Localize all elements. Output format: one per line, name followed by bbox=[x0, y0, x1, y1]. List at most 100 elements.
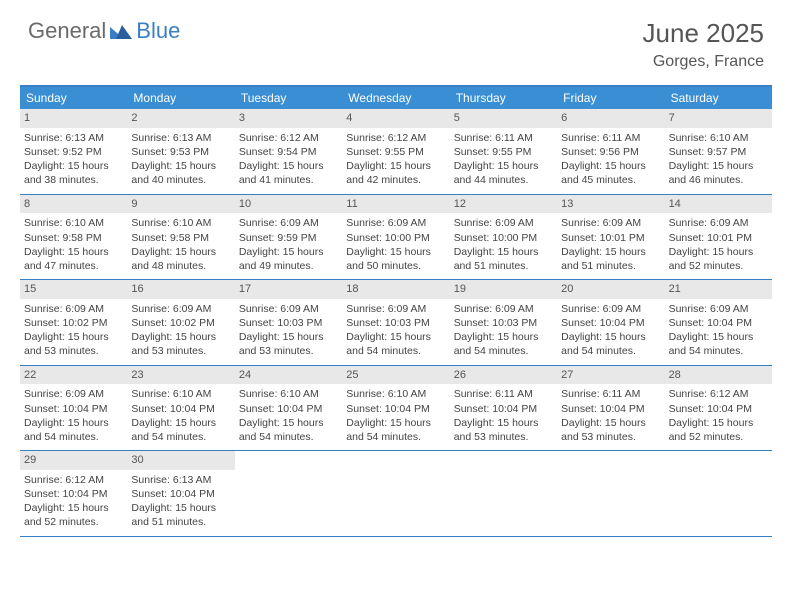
sunset-text: Sunset: 10:03 PM bbox=[346, 316, 445, 330]
header: General Blue June 2025 Gorges, France bbox=[0, 0, 792, 79]
sunset-text: Sunset: 10:00 PM bbox=[454, 231, 553, 245]
weekday-sunday: Sunday bbox=[20, 87, 127, 109]
daylight-text: Daylight: 15 hours and 51 minutes. bbox=[131, 501, 230, 529]
day-number: 10 bbox=[235, 195, 342, 214]
sunrise-text: Sunrise: 6:09 AM bbox=[669, 216, 768, 230]
sunrise-text: Sunrise: 6:10 AM bbox=[346, 387, 445, 401]
daylight-text: Daylight: 15 hours and 54 minutes. bbox=[24, 416, 123, 444]
day-cell: 7Sunrise: 6:10 AMSunset: 9:57 PMDaylight… bbox=[665, 109, 772, 194]
sunrise-text: Sunrise: 6:13 AM bbox=[24, 131, 123, 145]
calendar: Sunday Monday Tuesday Wednesday Thursday… bbox=[20, 85, 772, 537]
sunrise-text: Sunrise: 6:09 AM bbox=[346, 216, 445, 230]
day-number: 18 bbox=[342, 280, 449, 299]
sunrise-text: Sunrise: 6:10 AM bbox=[24, 216, 123, 230]
daylight-text: Daylight: 15 hours and 54 minutes. bbox=[454, 330, 553, 358]
sunrise-text: Sunrise: 6:10 AM bbox=[131, 216, 230, 230]
day-cell: 22Sunrise: 6:09 AMSunset: 10:04 PMDaylig… bbox=[20, 366, 127, 451]
title-block: June 2025 Gorges, France bbox=[643, 18, 764, 71]
sunrise-text: Sunrise: 6:12 AM bbox=[24, 473, 123, 487]
daylight-text: Daylight: 15 hours and 53 minutes. bbox=[454, 416, 553, 444]
sunrise-text: Sunrise: 6:09 AM bbox=[346, 302, 445, 316]
sunset-text: Sunset: 10:03 PM bbox=[239, 316, 338, 330]
daylight-text: Daylight: 15 hours and 53 minutes. bbox=[24, 330, 123, 358]
empty-cell bbox=[450, 451, 557, 536]
daylight-text: Daylight: 15 hours and 54 minutes. bbox=[561, 330, 660, 358]
sunset-text: Sunset: 10:04 PM bbox=[454, 402, 553, 416]
day-cell: 15Sunrise: 6:09 AMSunset: 10:02 PMDaylig… bbox=[20, 280, 127, 365]
day-cell: 10Sunrise: 6:09 AMSunset: 9:59 PMDayligh… bbox=[235, 195, 342, 280]
sunset-text: Sunset: 9:52 PM bbox=[24, 145, 123, 159]
sunrise-text: Sunrise: 6:10 AM bbox=[239, 387, 338, 401]
day-number: 20 bbox=[557, 280, 664, 299]
sunset-text: Sunset: 9:55 PM bbox=[346, 145, 445, 159]
day-cell: 5Sunrise: 6:11 AMSunset: 9:55 PMDaylight… bbox=[450, 109, 557, 194]
sunset-text: Sunset: 10:03 PM bbox=[454, 316, 553, 330]
day-cell: 1Sunrise: 6:13 AMSunset: 9:52 PMDaylight… bbox=[20, 109, 127, 194]
day-number: 19 bbox=[450, 280, 557, 299]
day-number: 24 bbox=[235, 366, 342, 385]
weekday-thursday: Thursday bbox=[450, 87, 557, 109]
daylight-text: Daylight: 15 hours and 45 minutes. bbox=[561, 159, 660, 187]
sunset-text: Sunset: 10:04 PM bbox=[131, 402, 230, 416]
daylight-text: Daylight: 15 hours and 44 minutes. bbox=[454, 159, 553, 187]
sunset-text: Sunset: 10:04 PM bbox=[669, 316, 768, 330]
sunset-text: Sunset: 9:58 PM bbox=[131, 231, 230, 245]
day-number: 28 bbox=[665, 366, 772, 385]
sunrise-text: Sunrise: 6:12 AM bbox=[669, 387, 768, 401]
sunset-text: Sunset: 9:57 PM bbox=[669, 145, 768, 159]
day-number: 5 bbox=[450, 109, 557, 128]
daylight-text: Daylight: 15 hours and 50 minutes. bbox=[346, 245, 445, 273]
daylight-text: Daylight: 15 hours and 53 minutes. bbox=[131, 330, 230, 358]
daylight-text: Daylight: 15 hours and 42 minutes. bbox=[346, 159, 445, 187]
weeks-container: 1Sunrise: 6:13 AMSunset: 9:52 PMDaylight… bbox=[20, 109, 772, 537]
sunrise-text: Sunrise: 6:13 AM bbox=[131, 473, 230, 487]
daylight-text: Daylight: 15 hours and 38 minutes. bbox=[24, 159, 123, 187]
sunset-text: Sunset: 10:04 PM bbox=[131, 487, 230, 501]
day-cell: 25Sunrise: 6:10 AMSunset: 10:04 PMDaylig… bbox=[342, 366, 449, 451]
sunrise-text: Sunrise: 6:09 AM bbox=[239, 216, 338, 230]
daylight-text: Daylight: 15 hours and 52 minutes. bbox=[24, 501, 123, 529]
sunset-text: Sunset: 9:59 PM bbox=[239, 231, 338, 245]
day-cell: 9 Sunrise: 6:10 AMSunset: 9:58 PMDaylight… bbox=[127, 195, 234, 280]
daylight-text: Daylight: 15 hours and 51 minutes. bbox=[454, 245, 553, 273]
daylight-text: Daylight: 15 hours and 53 minutes. bbox=[561, 416, 660, 444]
day-number: 9 bbox=[127, 195, 234, 214]
sunrise-text: Sunrise: 6:12 AM bbox=[239, 131, 338, 145]
day-number: 7 bbox=[665, 109, 772, 128]
daylight-text: Daylight: 15 hours and 54 minutes. bbox=[346, 330, 445, 358]
sunset-text: Sunset: 10:02 PM bbox=[24, 316, 123, 330]
day-number: 17 bbox=[235, 280, 342, 299]
day-cell: 8Sunrise: 6:10 AMSunset: 9:58 PMDaylight… bbox=[20, 195, 127, 280]
day-number: 15 bbox=[20, 280, 127, 299]
day-cell: 19Sunrise: 6:09 AMSunset: 10:03 PMDaylig… bbox=[450, 280, 557, 365]
daylight-text: Daylight: 15 hours and 48 minutes. bbox=[131, 245, 230, 273]
weekday-monday: Monday bbox=[127, 87, 234, 109]
daylight-text: Daylight: 15 hours and 52 minutes. bbox=[669, 245, 768, 273]
sunset-text: Sunset: 9:58 PM bbox=[24, 231, 123, 245]
daylight-text: Daylight: 15 hours and 54 minutes. bbox=[346, 416, 445, 444]
sunrise-text: Sunrise: 6:09 AM bbox=[561, 216, 660, 230]
day-cell: 12Sunrise: 6:09 AMSunset: 10:00 PMDaylig… bbox=[450, 195, 557, 280]
empty-cell bbox=[665, 451, 772, 536]
day-number: 26 bbox=[450, 366, 557, 385]
day-cell: 23Sunrise: 6:10 AMSunset: 10:04 PMDaylig… bbox=[127, 366, 234, 451]
week-row: 8Sunrise: 6:10 AMSunset: 9:58 PMDaylight… bbox=[20, 195, 772, 281]
day-cell: 2Sunrise: 6:13 AMSunset: 9:53 PMDaylight… bbox=[127, 109, 234, 194]
sunset-text: Sunset: 10:04 PM bbox=[24, 402, 123, 416]
sunrise-text: Sunrise: 6:13 AM bbox=[131, 131, 230, 145]
day-cell: 14Sunrise: 6:09 AMSunset: 10:01 PMDaylig… bbox=[665, 195, 772, 280]
daylight-text: Daylight: 15 hours and 54 minutes. bbox=[239, 416, 338, 444]
daylight-text: Daylight: 15 hours and 47 minutes. bbox=[24, 245, 123, 273]
month-title: June 2025 bbox=[643, 18, 764, 49]
sunset-text: Sunset: 10:02 PM bbox=[131, 316, 230, 330]
day-cell: 4Sunrise: 6:12 AMSunset: 9:55 PMDaylight… bbox=[342, 109, 449, 194]
daylight-text: Daylight: 15 hours and 54 minutes. bbox=[669, 330, 768, 358]
day-number: 12 bbox=[450, 195, 557, 214]
week-row: 15Sunrise: 6:09 AMSunset: 10:02 PMDaylig… bbox=[20, 280, 772, 366]
day-cell: 6Sunrise: 6:11 AMSunset: 9:56 PMDaylight… bbox=[557, 109, 664, 194]
day-number: 23 bbox=[127, 366, 234, 385]
sunset-text: Sunset: 10:04 PM bbox=[669, 402, 768, 416]
day-number: 30 bbox=[127, 451, 234, 470]
daylight-text: Daylight: 15 hours and 51 minutes. bbox=[561, 245, 660, 273]
logo-text-blue: Blue bbox=[136, 18, 180, 44]
